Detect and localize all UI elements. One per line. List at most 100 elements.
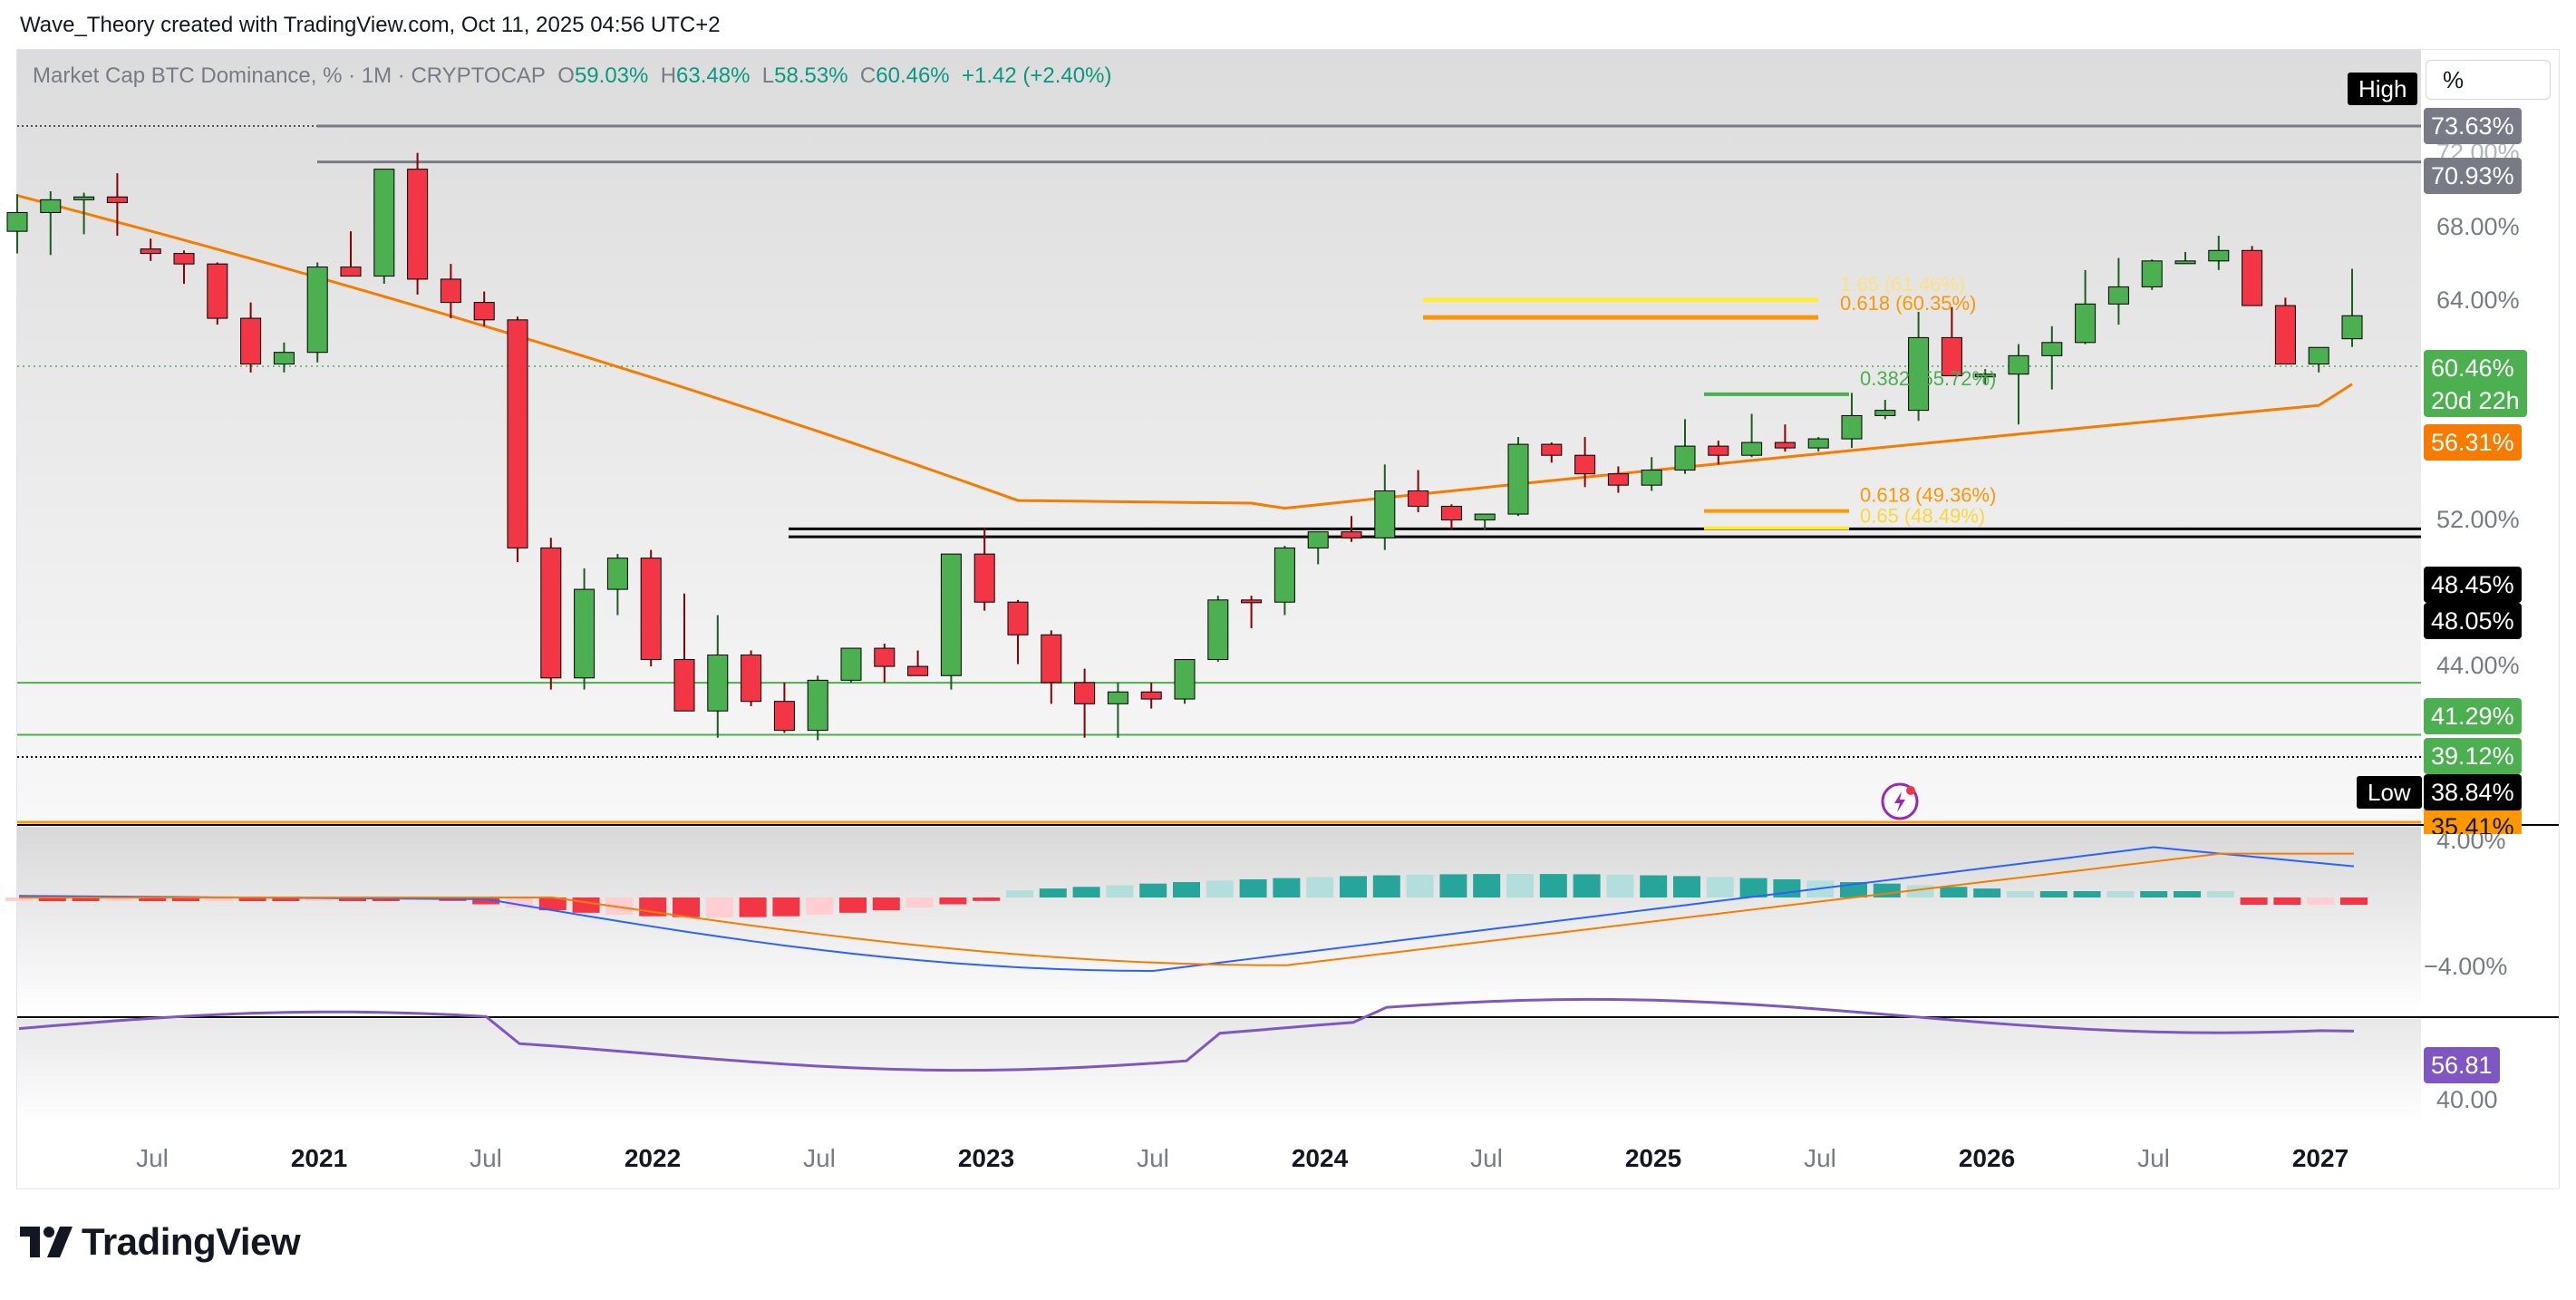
candle: [240, 302, 262, 373]
candle-body: [2174, 260, 2196, 265]
scale-mode-button[interactable]: %: [2426, 60, 2551, 100]
x-tick: Jul: [136, 1144, 169, 1172]
macd-bar: [1039, 888, 1067, 897]
macd-bar: [905, 897, 934, 907]
macd-bar: [2106, 891, 2135, 897]
candle: [106, 173, 128, 236]
candle: [973, 528, 995, 611]
candle-body: [2141, 260, 2163, 287]
candle: [407, 152, 429, 295]
candle-body: [2341, 315, 2363, 340]
candle: [306, 262, 328, 363]
candle-body: [1207, 599, 1229, 661]
candle: [574, 568, 596, 690]
candle-body: [40, 199, 62, 213]
macd-bar: [2174, 891, 2201, 897]
macd-bar: [605, 897, 634, 916]
macd-bar: [1506, 874, 1534, 897]
candle: [741, 650, 762, 706]
macd-bar: [139, 897, 167, 901]
candle-body: [606, 558, 628, 590]
macd-bar: [1206, 880, 1234, 897]
candle-body: [741, 655, 762, 703]
macd-bar: [1340, 876, 1367, 897]
candle-body: [1440, 505, 1462, 521]
candle-body: [373, 169, 395, 277]
candle: [2242, 246, 2263, 306]
candle-body: [240, 317, 262, 365]
macd-bar: [1940, 887, 1968, 897]
candle-body: [973, 553, 995, 603]
candle: [1374, 464, 1396, 550]
bar-countdown: 20d 22h: [2431, 387, 2520, 414]
macd-bar: [72, 897, 100, 901]
candle: [907, 650, 929, 676]
macd-bar: [2039, 891, 2068, 897]
candle-body: [2008, 354, 2029, 375]
macd-bar: [1006, 890, 1033, 897]
x-tick: Jul: [2137, 1144, 2170, 1172]
candle-body: [1307, 531, 1329, 548]
candle: [1107, 682, 1128, 738]
price-label-low: 38.84%: [2424, 774, 2522, 810]
macd-bar: [939, 897, 967, 905]
macd-bar: [5, 897, 33, 901]
price-label-4805: 48.05%: [2424, 603, 2522, 639]
x-tick: Jul: [1137, 1144, 1169, 1172]
candle-body: [173, 253, 195, 265]
candle: [1174, 659, 1196, 704]
candle: [640, 549, 662, 667]
x-tick: 2021: [290, 1144, 348, 1172]
macd-bar: [1640, 875, 1668, 897]
replay-icon[interactable]: [1881, 782, 1919, 820]
high-value: 63.48%: [676, 63, 751, 88]
candle: [1841, 393, 1863, 449]
high-label: H: [660, 63, 677, 88]
candle: [1641, 457, 1662, 491]
tradingview-logo[interactable]: TradingView: [20, 1220, 301, 1264]
candle-body: [507, 319, 528, 548]
tradingview-logo-icon: [20, 1227, 73, 1257]
candle-body: [1774, 441, 1796, 449]
macd-bar: [1973, 888, 2001, 897]
candle-body: [1708, 445, 1729, 456]
change-value: +1.42 (+2.40%): [962, 63, 1112, 88]
open-value: 59.03%: [574, 63, 649, 88]
horizontal-levels: [17, 124, 2421, 824]
x-tick: 2025: [1624, 1144, 1682, 1172]
macd-bar: [772, 897, 800, 917]
candle: [1507, 437, 1529, 517]
candle-body: [1574, 454, 1596, 475]
candle: [1207, 596, 1229, 663]
macd-bar: [1372, 875, 1400, 897]
macd-bar: [2206, 891, 2234, 897]
candle: [773, 682, 795, 733]
fib-label: 0.65 (48.49%): [1860, 505, 1985, 528]
macd-bar: [506, 897, 533, 907]
y-tick: 52.00%: [2436, 506, 2520, 533]
candle: [340, 231, 362, 277]
macd-tick: −4.00%: [2424, 953, 2508, 980]
macd-bar: [1106, 885, 1134, 897]
candle: [1774, 424, 1796, 452]
candle-body: [1674, 445, 1696, 471]
candle-body: [1974, 374, 1996, 378]
candle-body: [807, 679, 828, 732]
ma-price-label: 56.31%: [2424, 424, 2522, 461]
candle-body: [1007, 601, 1029, 635]
rsi-indicator: [18, 997, 2355, 1072]
macd-bar: [739, 897, 767, 917]
x-tick: Jul: [470, 1144, 502, 1172]
candle-body: [6, 211, 28, 232]
candle: [2041, 325, 2063, 390]
candle: [1674, 419, 1696, 474]
x-tick: 2027: [2291, 1144, 2349, 1172]
price-label-7093: 70.93%: [2424, 158, 2522, 194]
x-tick: 2024: [1291, 1144, 1349, 1172]
candle-body: [1107, 691, 1128, 704]
candle-body: [907, 665, 929, 676]
candle-body: [2075, 303, 2097, 344]
candle-body: [340, 266, 362, 277]
rsi-tick: 40.00: [2436, 1086, 2498, 1113]
